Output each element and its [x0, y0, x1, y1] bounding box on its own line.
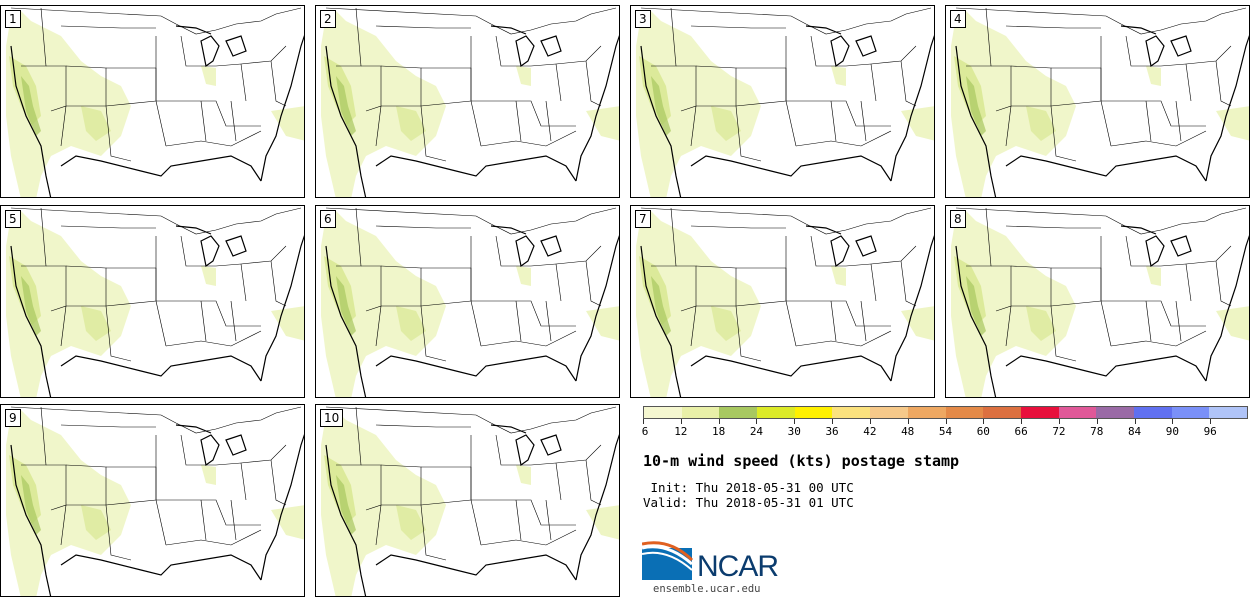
colorbar-tick [832, 419, 834, 424]
conus-map [636, 7, 934, 197]
postage-stamp-panel: 6 [315, 205, 620, 398]
colorbar-tick-label: 12 [674, 425, 688, 438]
member-label: 6 [320, 210, 336, 228]
postage-stamp-panel: 7 [630, 205, 935, 398]
colorbar-tick-label: 84 [1127, 425, 1142, 438]
colorbar-swatch [757, 407, 795, 418]
logo-url: ensemble.ucar.edu [653, 583, 761, 595]
colorbar-tick [643, 419, 644, 424]
colorbar-tick [680, 419, 682, 424]
conus-map [636, 207, 934, 397]
colorbar-tick-label: 48 [901, 425, 915, 438]
colorbar-swatch [983, 407, 1021, 418]
colorbar-tick [907, 419, 909, 424]
colorbar-ticks: 6 12 18 24 30 36 42 48 54 60 66 72 78 84 90 96 [641, 419, 1248, 439]
colorbar-swatch [644, 407, 682, 418]
colorbar-tick [869, 419, 871, 424]
colorbar-tick-label: 24 [749, 425, 764, 438]
colorbar-tick [794, 419, 796, 424]
member-label: 2 [320, 10, 336, 28]
postage-stamp-panel: 10 [315, 404, 620, 597]
colorbar-tick [718, 419, 720, 424]
colorbar-tick-label: 90 [1165, 425, 1179, 438]
colorbar-tick [1134, 419, 1136, 424]
colorbar-tick [983, 419, 985, 424]
colorbar-tick [1172, 419, 1174, 424]
colorbar-tick [1096, 419, 1098, 424]
colorbar-tick-label: 30 [787, 425, 801, 438]
colorbar-swatch [1020, 407, 1059, 418]
colorbar-tick [945, 419, 947, 424]
member-label: 3 [635, 10, 651, 28]
postage-stamp-panel: 4 [945, 5, 1250, 198]
colorbar-swatch [1171, 407, 1210, 418]
init-time: Init: Thu 2018-05-31 00 UTC [643, 480, 854, 495]
colorbar-tick-label: 60 [976, 425, 990, 438]
colorbar-swatch [870, 407, 908, 418]
colorbar-swatch [1058, 407, 1097, 418]
valid-time: Valid: Thu 2018-05-31 01 UTC [643, 495, 854, 510]
postage-stamp-panel: 1 [0, 5, 305, 198]
member-label: 7 [635, 210, 651, 228]
colorbar-tick-label: 36 [825, 425, 839, 438]
colorbar-swatch [719, 407, 758, 418]
colorbar-tick [756, 419, 758, 424]
postage-stamp-panel: 2 [315, 5, 620, 198]
colorbar-tick-label: 66 [1014, 425, 1028, 438]
colorbar-swatch [794, 407, 833, 418]
colorbar-swatch [681, 407, 720, 418]
postage-stamp-panel: 3 [630, 5, 935, 198]
conus-map [321, 406, 619, 596]
colorbar-tick-label: 96 [1203, 425, 1217, 438]
wind-speed-colorbar [643, 406, 1248, 419]
logo-text: NCAR [697, 550, 779, 583]
conus-map [951, 207, 1249, 397]
colorbar-swatch [945, 407, 984, 418]
colorbar-swatch [907, 407, 946, 418]
colorbar-tick-label: 72 [1052, 425, 1066, 438]
conus-map [321, 7, 619, 197]
member-label: 4 [950, 10, 966, 28]
ncar-logo-icon [642, 541, 694, 580]
member-label: 10 [320, 409, 344, 427]
colorbar-tick-label: 6 [641, 425, 649, 438]
member-label: 8 [950, 210, 966, 228]
colorbar-tick [1210, 419, 1212, 424]
postage-stamp-panel: 8 [945, 205, 1250, 398]
colorbar-swatch [1096, 407, 1134, 418]
colorbar-tick [1021, 419, 1023, 424]
member-label: 1 [5, 10, 21, 28]
postage-stamp-panel: 9 [0, 404, 305, 597]
postage-stamp-panel: 5 [0, 205, 305, 398]
colorbar-tick-label: 54 [938, 425, 953, 438]
colorbar-tick [1058, 419, 1060, 424]
plot-title: 10-m wind speed (kts) postage stamp [643, 452, 960, 470]
conus-map [6, 7, 304, 197]
colorbar-tick-label: 78 [1090, 425, 1104, 438]
conus-map [6, 406, 304, 596]
colorbar-tick-label: 18 [712, 425, 726, 438]
conus-map [6, 207, 304, 397]
colorbar-swatch [1133, 407, 1172, 418]
colorbar-swatch [832, 407, 871, 418]
member-label: 5 [5, 210, 21, 228]
conus-map [951, 7, 1249, 197]
colorbar-tick-label: 42 [863, 425, 877, 438]
member-label: 9 [5, 409, 21, 427]
colorbar-swatch [1209, 407, 1247, 418]
conus-map [321, 207, 619, 397]
